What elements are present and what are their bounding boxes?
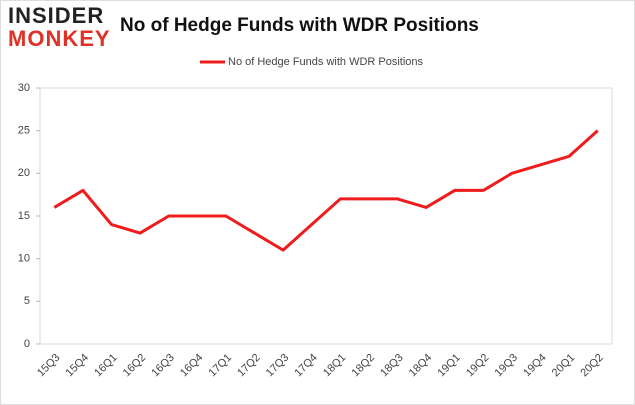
logo-top: INSIDER — [8, 3, 104, 28]
y-tick-label: 5 — [24, 295, 30, 307]
legend-label: No of Hedge Funds with WDR Positions — [228, 56, 424, 68]
y-tick-label: 15 — [18, 210, 30, 222]
y-tick-label: 30 — [18, 82, 30, 94]
line — [53, 129, 599, 252]
y-tick-label: 20 — [18, 167, 30, 179]
logo-bottom: MONKEY — [8, 26, 111, 51]
chart-title: No of Hedge Funds with WDR Positions — [120, 15, 479, 36]
y-tick-label: 0 — [24, 338, 30, 350]
y-tick-label: 25 — [18, 125, 30, 137]
y-tick-label: 10 — [18, 253, 30, 265]
